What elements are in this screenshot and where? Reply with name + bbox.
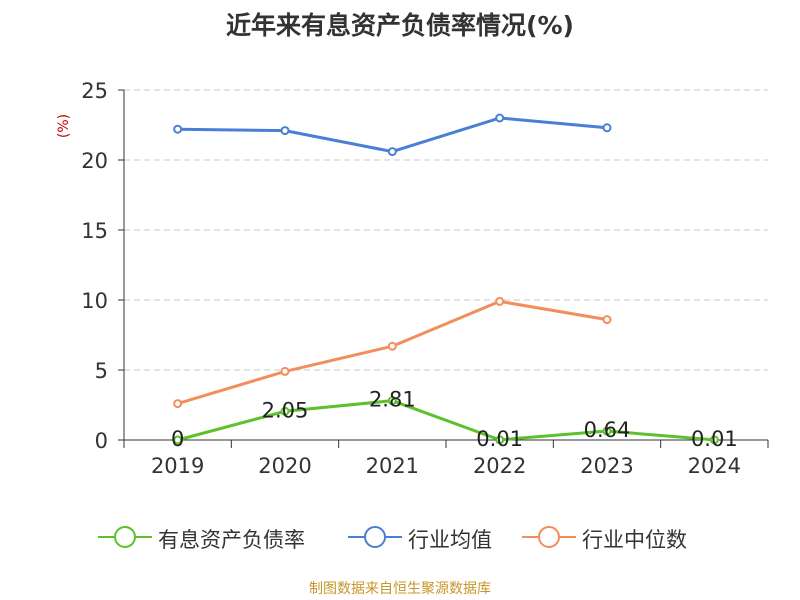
y-tick-label: 25 <box>81 79 108 103</box>
data-label: 0.64 <box>584 418 631 442</box>
grid-lines <box>124 89 768 371</box>
x-tick-label: 2023 <box>580 454 633 478</box>
x-tick-label: 2020 <box>258 454 311 478</box>
data-point <box>280 406 290 416</box>
data-point <box>173 435 183 445</box>
series-line <box>177 116 608 154</box>
data-point <box>602 315 612 325</box>
axes: 0 5 10 15 20 25 2019 2020 2021 2022 2023 2024 <box>81 79 769 478</box>
data-point <box>387 147 397 157</box>
data-point <box>173 124 183 134</box>
legend-swatch-blue <box>348 526 402 548</box>
data-point <box>280 366 290 376</box>
series-line <box>177 399 715 442</box>
data-point <box>602 426 612 436</box>
data-point <box>280 126 290 136</box>
data-label: 0 <box>171 427 184 451</box>
data-label: 2.81 <box>369 388 416 412</box>
data-label: 0.01 <box>691 427 738 451</box>
data-point <box>709 435 719 445</box>
source-note: 制图数据来自恒生聚源数据库 <box>309 581 491 597</box>
legend: 有息资产负债率 行业均值 行业中位数 <box>0 522 800 552</box>
legend-label: 行业均值 <box>408 528 492 552</box>
y-axis-label: (%) <box>56 114 72 138</box>
data-point <box>495 113 505 123</box>
x-tick-label: 2019 <box>151 454 204 478</box>
data-point <box>173 399 183 409</box>
legend-label: 行业中位数 <box>582 528 687 552</box>
data-label: 2.05 <box>262 398 309 422</box>
x-tick-label: 2021 <box>366 454 419 478</box>
data-point <box>387 341 397 351</box>
y-tick-label: 5 <box>95 359 108 383</box>
chart-title: 近年来有息资产负债率情况(%) <box>226 11 574 40</box>
legend-swatch-green <box>98 526 152 548</box>
data-label: 0.01 <box>476 427 523 451</box>
data-point <box>602 123 612 133</box>
x-tick-label: 2024 <box>688 454 741 478</box>
data-labels: 0 2.05 2.81 0.01 0.64 0.01 <box>171 388 738 451</box>
y-tick-label: 0 <box>95 429 108 453</box>
data-point <box>495 296 505 306</box>
y-tick-label: 20 <box>81 149 108 173</box>
legend-label: 有息资产负债率 <box>158 528 305 552</box>
series-lines <box>173 113 719 445</box>
data-point <box>495 435 505 445</box>
y-tick-label: 10 <box>81 289 108 313</box>
x-tick-label: 2022 <box>473 454 526 478</box>
data-point <box>387 396 397 406</box>
y-tick-label: 15 <box>81 219 108 243</box>
legend-swatch-orange <box>522 526 576 548</box>
